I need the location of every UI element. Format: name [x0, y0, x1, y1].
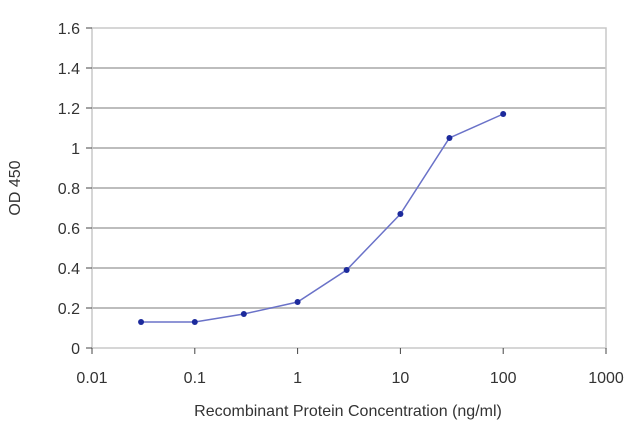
data-point: [343, 267, 350, 273]
y-tick-label: 0.8: [58, 181, 80, 198]
series-line: [141, 113, 504, 323]
x-tick-label: 1: [293, 370, 302, 387]
y-tick-label: 1.2: [58, 101, 80, 118]
y-axis-title: OD 450: [7, 160, 24, 215]
data-point: [446, 135, 453, 141]
x-tick-label: 0.01: [76, 370, 107, 387]
x-tick-label: 1000: [588, 370, 624, 387]
data-point: [138, 319, 145, 325]
grid-lines: [92, 67, 606, 309]
x-tick-label: 100: [490, 370, 517, 387]
data-point: [397, 211, 404, 217]
x-axis-ticks: 0.01 0.1 1 10 100 1000: [76, 348, 624, 387]
y-tick-label: 1.4: [58, 61, 80, 78]
y-tick-label: 1.6: [58, 21, 80, 38]
series-layer: [138, 111, 507, 325]
x-axis-title: Recombinant Protein Concentration (ng/ml…: [194, 403, 502, 420]
x-tick-label: 10: [392, 370, 410, 387]
data-point: [191, 319, 198, 325]
data-point: [294, 299, 301, 305]
y-tick-label: 0: [71, 341, 80, 358]
y-tick-label: 0.2: [58, 301, 80, 318]
y-tick-label: 0.4: [58, 261, 80, 278]
x-tick-label: 0.1: [184, 370, 206, 387]
y-tick-label: 0.6: [58, 221, 80, 238]
data-point: [500, 111, 507, 117]
data-point: [240, 311, 247, 317]
y-axis-ticks: 0 0.2 0.4 0.6 0.8 1 1.2 1.4 1.6: [58, 21, 92, 358]
y-tick-label: 1: [71, 141, 80, 158]
